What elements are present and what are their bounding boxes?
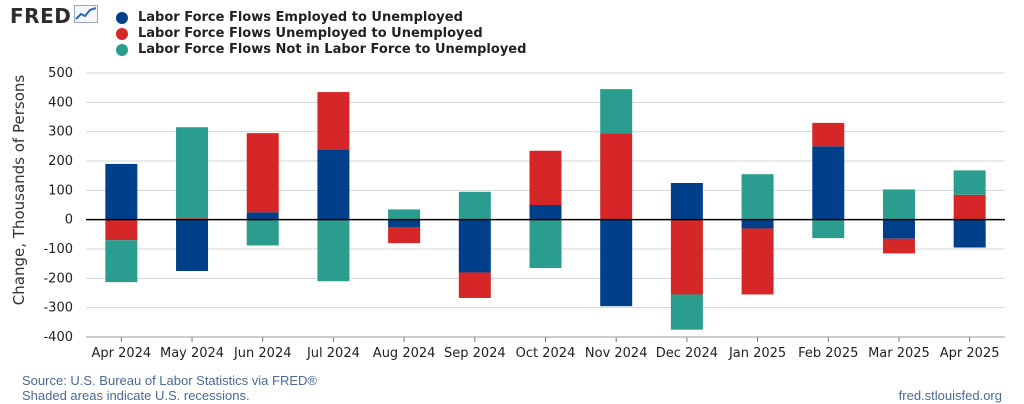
bar-segment <box>953 194 986 220</box>
legend-item[interactable]: Labor Force Flows Not in Labor Force to … <box>116 42 526 57</box>
bar-segment <box>600 133 633 220</box>
y-tick-label: -200 <box>43 271 73 286</box>
bar-segment <box>176 127 209 219</box>
bar-segment <box>882 219 915 239</box>
recession-note: Shaded areas indicate U.S. recessions. <box>22 388 250 403</box>
bar-segment <box>812 122 845 147</box>
x-tick-label: Dec 2024 <box>656 346 718 361</box>
x-tick-label: Oct 2024 <box>516 346 576 361</box>
bar-segment <box>741 228 774 295</box>
x-tick-label: Apr 2024 <box>91 346 151 361</box>
bar-segment <box>670 294 703 330</box>
bar-segment <box>317 92 350 150</box>
x-tick-label: Jan 2025 <box>728 346 786 361</box>
bar-segment <box>670 219 703 295</box>
bar-segment <box>812 146 845 220</box>
legend-label: Labor Force Flows Not in Labor Force to … <box>138 42 527 57</box>
bar-segment <box>458 272 491 298</box>
bar-segment <box>812 219 845 239</box>
bar-segment <box>458 191 491 220</box>
legend-marker <box>116 11 128 24</box>
logo-text: FRED <box>10 4 72 28</box>
site-link[interactable]: fred.stlouisfed.org <box>898 388 1002 403</box>
legend-label: Labor Force Flows Employed to Unemployed <box>138 10 463 25</box>
legend-item[interactable]: Labor Force Flows Employed to Unemployed <box>116 10 526 25</box>
y-tick-label: 400 <box>48 95 73 110</box>
bar-segment <box>246 133 279 213</box>
bar-segment <box>246 219 279 246</box>
x-tick-label: May 2024 <box>160 346 224 361</box>
legend: Labor Force Flows Employed to Unemployed… <box>116 10 526 58</box>
bar-segment <box>953 170 986 195</box>
x-tick-label: Sep 2024 <box>444 346 506 361</box>
bar-segment <box>741 219 774 229</box>
bar-segment <box>176 219 209 271</box>
bar-segment <box>741 174 774 220</box>
bar-segment <box>529 205 562 220</box>
bar-segment <box>246 212 279 220</box>
bar-segment <box>388 219 421 227</box>
y-tick-label: -300 <box>43 301 73 316</box>
x-tick-label: Nov 2024 <box>585 346 648 361</box>
fred-logo[interactable]: FRED <box>10 4 99 28</box>
bar-segment <box>317 219 350 282</box>
y-tick-label: -100 <box>43 242 73 257</box>
legend-label: Labor Force Flows Unemployed to Unemploy… <box>138 26 483 41</box>
bar-segment <box>317 149 350 220</box>
legend-item[interactable]: Labor Force Flows Unemployed to Unemploy… <box>116 26 526 41</box>
bar-segment <box>105 240 138 283</box>
bar-segment <box>529 150 562 205</box>
bar-segment <box>105 219 138 241</box>
bar-segment <box>105 163 138 220</box>
y-tick-label: 500 <box>48 66 73 81</box>
bar-segment <box>882 238 915 254</box>
y-tick-label: 200 <box>48 154 73 169</box>
footer-notes: Source: U.S. Bureau of Labor Statistics … <box>22 373 317 403</box>
legend-marker <box>116 43 128 56</box>
x-tick-label: Jul 2024 <box>306 346 360 361</box>
x-tick-label: Jun 2024 <box>233 346 292 361</box>
bar-segment <box>600 89 633 134</box>
y-tick-label: 300 <box>48 125 73 140</box>
x-tick-label: Apr 2025 <box>940 346 1000 361</box>
bar-segment <box>388 209 421 220</box>
x-tick-label: Mar 2025 <box>868 346 930 361</box>
bar-segment <box>458 219 491 273</box>
bar-segment <box>882 189 915 220</box>
y-tick-label: -400 <box>43 330 73 345</box>
bar-segment <box>670 183 703 220</box>
x-tick-label: Feb 2025 <box>798 346 858 361</box>
line-chart-icon <box>74 4 99 28</box>
header: FRED Labor Force Flows Employed to Unemp… <box>0 0 1024 60</box>
bar-segment <box>529 219 562 269</box>
bar-segment <box>600 219 633 307</box>
y-tick-label: 100 <box>48 183 73 198</box>
x-tick-label: Aug 2024 <box>373 346 436 361</box>
bar-segment <box>388 227 421 244</box>
legend-marker <box>116 27 128 40</box>
y-tick-label: 0 <box>65 213 73 228</box>
bar-segment <box>953 219 986 248</box>
source-note: Source: U.S. Bureau of Labor Statistics … <box>22 373 317 388</box>
